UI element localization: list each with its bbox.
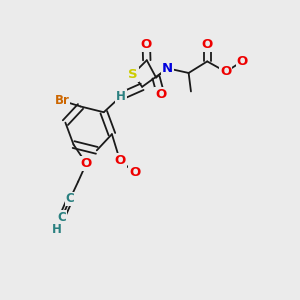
Text: O: O <box>236 55 248 68</box>
Text: O: O <box>141 38 152 51</box>
Text: C: C <box>58 211 66 224</box>
Text: H: H <box>52 223 61 236</box>
Text: O: O <box>81 157 92 170</box>
Text: O: O <box>155 88 166 101</box>
Text: N: N <box>162 62 173 75</box>
Text: C: C <box>66 192 74 206</box>
Text: S: S <box>128 68 138 81</box>
Text: O: O <box>129 166 140 179</box>
Text: O: O <box>220 65 232 78</box>
Text: O: O <box>202 38 213 51</box>
Text: O: O <box>114 154 126 167</box>
Text: H: H <box>116 90 126 103</box>
Text: Br: Br <box>55 94 69 107</box>
